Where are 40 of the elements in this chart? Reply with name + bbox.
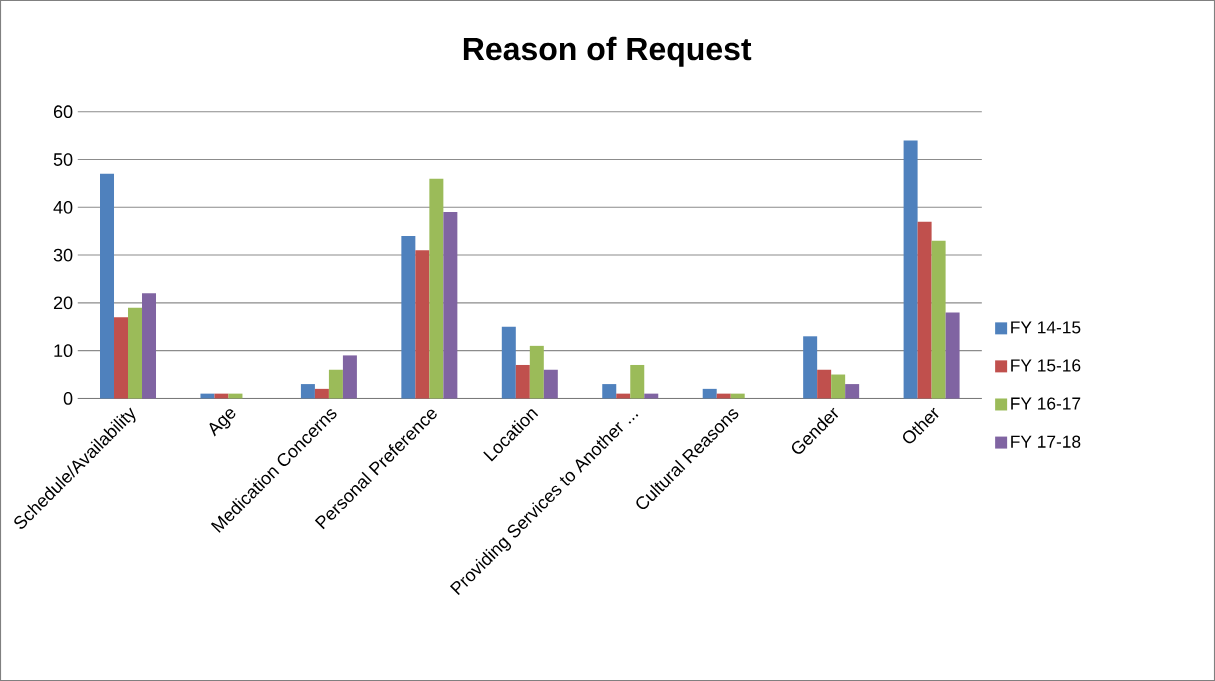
y-tick-label: 50: [53, 153, 73, 166]
bar: [314, 388, 329, 399]
legend-label: FY 16-17: [1011, 397, 1081, 410]
bar: [602, 384, 617, 399]
y-tick-label: 60: [53, 105, 73, 119]
legend-label: FY 14-15: [1011, 321, 1081, 334]
x-tick-label: Age: [209, 409, 236, 437]
y-tick-label: 0: [63, 392, 73, 405]
bar: [917, 221, 932, 399]
bar: [945, 312, 960, 399]
bar: [817, 369, 832, 399]
bar: [501, 326, 516, 399]
bar: [142, 293, 157, 399]
bar: [529, 345, 544, 399]
bar: [803, 336, 818, 399]
bar: [515, 364, 530, 399]
bar: [831, 374, 846, 399]
bar: [415, 250, 430, 399]
legend-label: FY 17-18: [1011, 435, 1081, 448]
y-tick-label: 30: [53, 248, 73, 262]
bar: [845, 384, 860, 399]
bar: [429, 178, 444, 399]
y-tick-label: 10: [54, 344, 73, 357]
bar: [903, 140, 918, 399]
bar: [630, 364, 645, 399]
bar: [543, 369, 558, 399]
bar: [128, 307, 143, 399]
chart-title: Reason of Request: [463, 36, 752, 67]
bar: [342, 355, 357, 399]
bar: [931, 240, 946, 399]
y-tick-label: 20: [53, 296, 73, 310]
bar: [702, 388, 717, 399]
bar: [100, 173, 115, 399]
legend-label: FY 15-16: [1011, 359, 1081, 372]
bar: [114, 317, 129, 399]
y-tick-label: 40: [53, 200, 73, 214]
bar: [328, 369, 343, 399]
bar: [401, 235, 416, 399]
bar: [443, 212, 458, 399]
bar: [300, 384, 315, 399]
